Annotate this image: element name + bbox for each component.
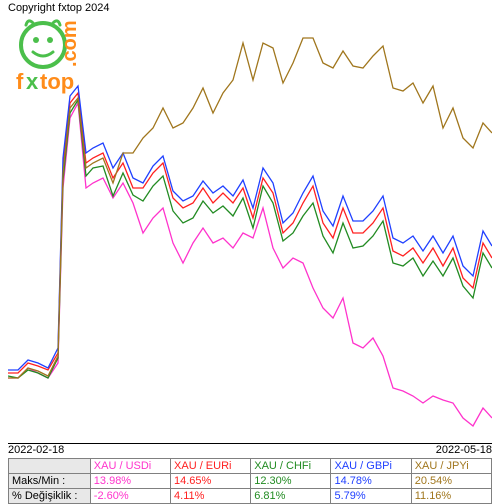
col-header: XAU / JPYi: [411, 459, 491, 474]
cell: -2.60%: [90, 489, 170, 504]
chart-lines: [8, 8, 492, 443]
col-header: XAU / CHFi: [251, 459, 331, 474]
cell: 14.65%: [171, 474, 251, 489]
x-end-label: 2022-05-18: [436, 444, 492, 456]
table-row: % Değişiklik : -2.60% 4.11% 6.81% 5.79% …: [9, 489, 492, 504]
cell: 14.78%: [331, 474, 411, 489]
cell: 6.81%: [251, 489, 331, 504]
cell: 20.54%: [411, 474, 491, 489]
row-label: Maks/Min :: [9, 474, 91, 489]
table-row: Maks/Min : 13.98% 14.65% 12.30% 14.78% 2…: [9, 474, 492, 489]
cell: 4.11%: [171, 489, 251, 504]
table-corner: [9, 459, 91, 474]
chart-plot-area: [8, 8, 492, 444]
row-label: % Değişiklik :: [9, 489, 91, 504]
cell: 5.79%: [331, 489, 411, 504]
col-header: XAU / USDi: [90, 459, 170, 474]
cell: 12.30%: [251, 474, 331, 489]
x-start-label: 2022-02-18: [8, 444, 64, 456]
col-header: XAU / EURi: [171, 459, 251, 474]
table-header-row: XAU / USDi XAU / EURi XAU / CHFi XAU / G…: [9, 459, 492, 474]
summary-table: XAU / USDi XAU / EURi XAU / CHFi XAU / G…: [8, 458, 492, 504]
col-header: XAU / GBPi: [331, 459, 411, 474]
cell: 13.98%: [90, 474, 170, 489]
cell: 11.16%: [411, 489, 491, 504]
